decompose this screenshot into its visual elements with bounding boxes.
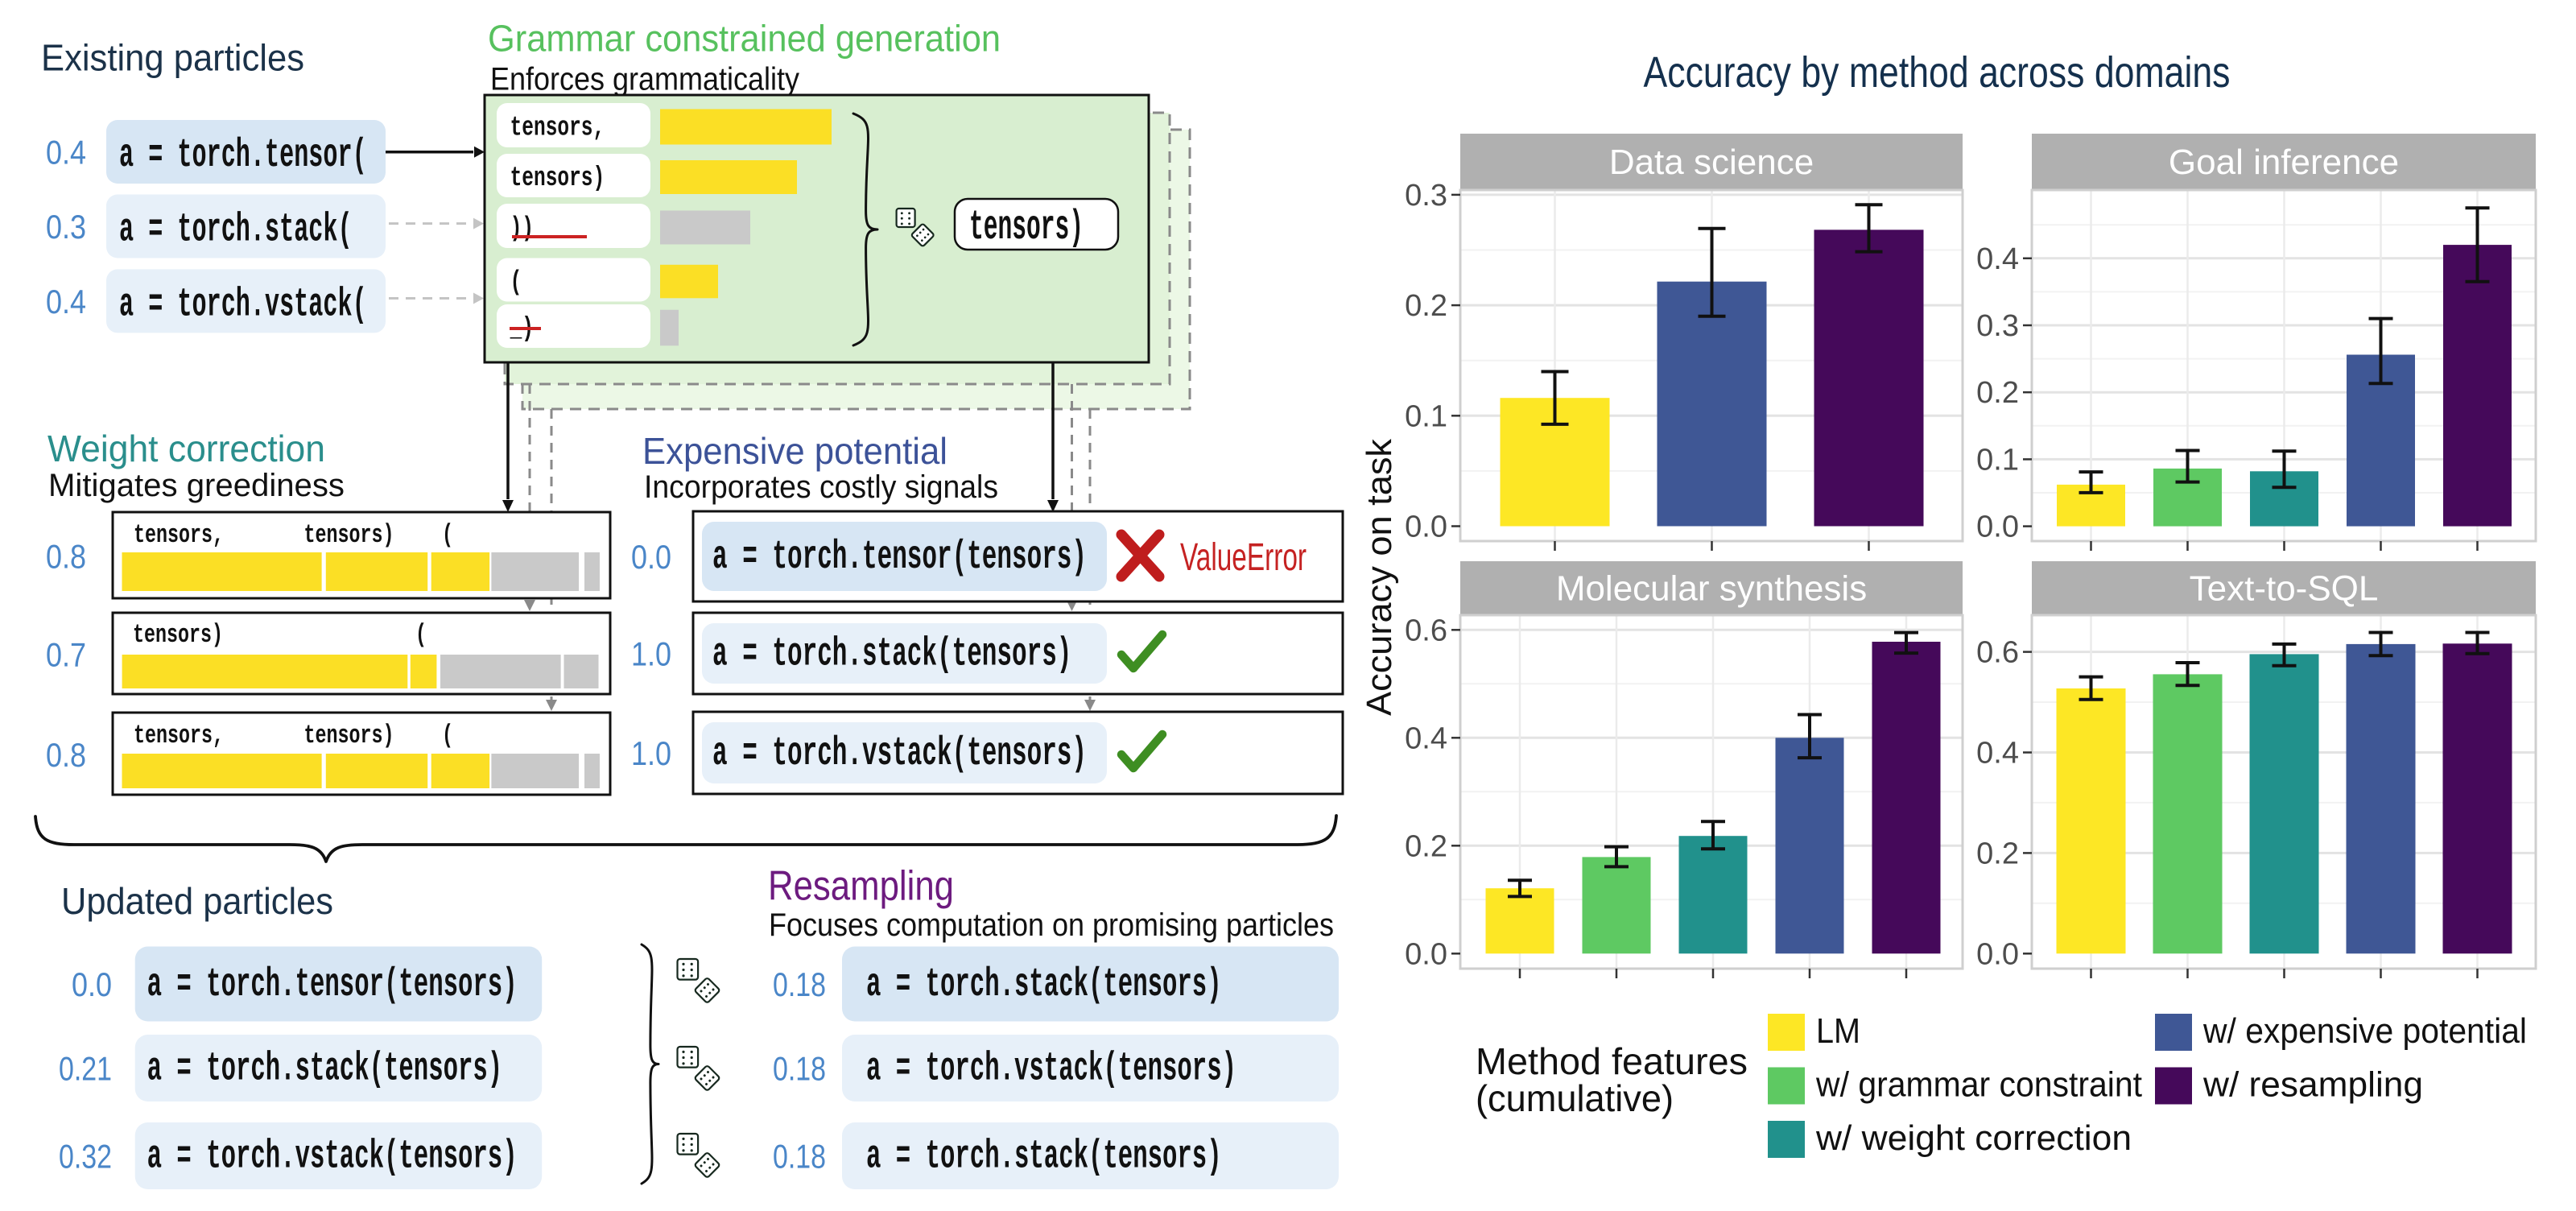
svg-text:Accuracy on task: Accuracy on task — [1360, 438, 1399, 716]
svg-text:a = torch.vstack(tensors): a = torch.vstack(tensors) — [712, 731, 1087, 777]
svg-text:0.3: 0.3 — [46, 208, 86, 246]
svg-text:Focuses computation on promisi: Focuses computation on promising particl… — [769, 907, 1334, 943]
svg-text:tensors): tensors) — [510, 163, 605, 194]
svg-text:(: ( — [415, 620, 427, 650]
svg-text:0.18: 0.18 — [773, 1050, 826, 1088]
svg-text:Mitigates greediness: Mitigates greediness — [48, 468, 345, 503]
svg-text:0.3: 0.3 — [1976, 309, 2019, 343]
svg-text:(: ( — [510, 268, 522, 299]
svg-text:Incorporates costly signals: Incorporates costly signals — [644, 469, 998, 505]
svg-text:w/ resampling: w/ resampling — [2202, 1065, 2423, 1105]
svg-text:0.6: 0.6 — [1976, 636, 2019, 670]
svg-text:0.4: 0.4 — [1976, 242, 2019, 276]
svg-text:a = torch.stack(tensors): a = torch.stack(tensors) — [147, 1047, 503, 1093]
svg-text:a = torch.tensor(tensors): a = torch.tensor(tensors) — [147, 962, 518, 1008]
svg-text:a = torch.vstack(tensors): a = torch.vstack(tensors) — [147, 1135, 518, 1180]
svg-text:Enforces grammaticality: Enforces grammaticality — [490, 62, 799, 97]
svg-text:a = torch.tensor(tensors): a = torch.tensor(tensors) — [712, 535, 1087, 581]
svg-text:0.2: 0.2 — [1976, 837, 2019, 870]
svg-text:0.1: 0.1 — [1976, 443, 2019, 477]
svg-text:(cumulative): (cumulative) — [1476, 1077, 1674, 1119]
svg-text:1.0: 1.0 — [631, 734, 671, 772]
svg-text:tensors): tensors) — [304, 721, 394, 750]
svg-text:LM: LM — [1816, 1011, 1860, 1051]
svg-text:0.0: 0.0 — [1976, 937, 2019, 971]
svg-text:0.2: 0.2 — [1405, 289, 1447, 323]
svg-text:0.4: 0.4 — [1976, 737, 2019, 771]
svg-text:a = torch.stack(tensors): a = torch.stack(tensors) — [712, 632, 1071, 678]
svg-text:Resampling: Resampling — [768, 863, 954, 910]
svg-text:0.3: 0.3 — [1405, 179, 1447, 213]
svg-text:tensors,: tensors, — [510, 114, 605, 144]
svg-text:tensors,: tensors, — [134, 520, 224, 550]
svg-text:Goal inference: Goal inference — [2169, 143, 2399, 182]
svg-text:Updated particles: Updated particles — [61, 880, 333, 922]
svg-text:Grammar constrained generation: Grammar constrained generation — [488, 18, 1001, 60]
svg-text:)): )) — [510, 214, 534, 245]
svg-text:0.18: 0.18 — [773, 965, 826, 1003]
svg-text:Existing particles: Existing particles — [41, 37, 304, 79]
svg-text:Method features: Method features — [1476, 1040, 1748, 1082]
svg-text:a = torch.stack(: a = torch.stack( — [119, 208, 353, 254]
svg-text:a = torch.stack(tensors): a = torch.stack(tensors) — [866, 962, 1222, 1008]
svg-text:0.4: 0.4 — [1405, 721, 1447, 755]
svg-text:a = torch.vstack(: a = torch.vstack( — [119, 282, 367, 328]
svg-text:ValueError: ValueError — [1180, 536, 1307, 579]
svg-text:0.0: 0.0 — [1976, 510, 2019, 544]
svg-text:0.6: 0.6 — [1405, 614, 1447, 647]
svg-text:Accuracy by method across doma: Accuracy by method across domains — [1644, 48, 2231, 97]
svg-text:a = torch.vstack(tensors): a = torch.vstack(tensors) — [866, 1047, 1236, 1093]
svg-text:w/ grammar constraint: w/ grammar constraint — [1815, 1065, 2142, 1105]
svg-text:0.0: 0.0 — [631, 538, 671, 576]
svg-text:0.4: 0.4 — [46, 283, 86, 320]
svg-text:0.2: 0.2 — [1976, 376, 2019, 410]
svg-text:0.18: 0.18 — [773, 1138, 826, 1176]
svg-text:0.0: 0.0 — [72, 965, 112, 1003]
svg-text:tensors): tensors) — [969, 204, 1084, 251]
svg-text:Molecular synthesis: Molecular synthesis — [1556, 569, 1867, 609]
svg-text:0.4: 0.4 — [46, 134, 86, 172]
svg-text:0.8: 0.8 — [46, 736, 86, 774]
svg-text:a = torch.tensor(: a = torch.tensor( — [119, 133, 367, 179]
svg-text:a = torch.stack(tensors): a = torch.stack(tensors) — [866, 1135, 1222, 1180]
svg-text:tensors,: tensors, — [134, 721, 224, 750]
svg-text:Expensive potential: Expensive potential — [642, 430, 947, 472]
svg-text:w/ expensive potential: w/ expensive potential — [2202, 1011, 2527, 1051]
svg-text:Weight correction: Weight correction — [47, 428, 325, 469]
svg-text:1.0: 1.0 — [631, 635, 671, 673]
svg-text:0.0: 0.0 — [1405, 510, 1447, 544]
svg-text:0.2: 0.2 — [1405, 829, 1447, 863]
svg-text:0.21: 0.21 — [59, 1050, 112, 1088]
svg-text:0.7: 0.7 — [46, 636, 86, 674]
svg-text:(: ( — [442, 721, 453, 750]
svg-text:w/ weight correction: w/ weight correction — [1815, 1118, 2132, 1158]
svg-text:tensors): tensors) — [304, 520, 394, 550]
svg-text:0.32: 0.32 — [59, 1138, 112, 1176]
svg-text:0.1: 0.1 — [1405, 399, 1447, 433]
svg-text:0.8: 0.8 — [46, 538, 86, 576]
svg-text:0.0: 0.0 — [1405, 937, 1447, 971]
svg-text:(: ( — [442, 520, 453, 550]
svg-text:tensors): tensors) — [133, 620, 223, 650]
svg-text:Data science: Data science — [1609, 143, 1814, 182]
svg-text:Text-to-SQL: Text-to-SQL — [2190, 569, 2379, 609]
